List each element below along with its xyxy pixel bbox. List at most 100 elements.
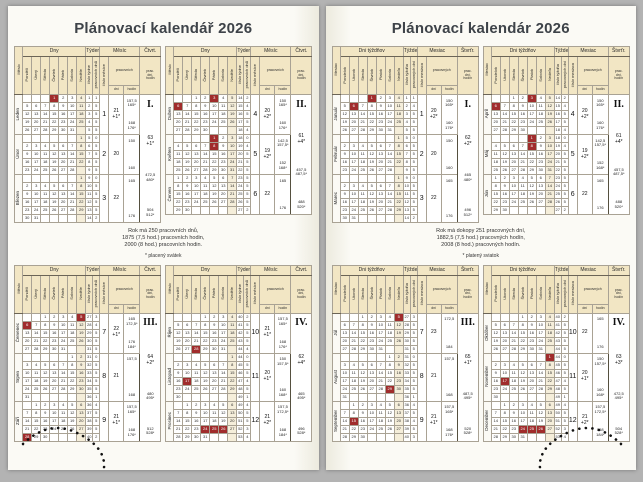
cal-part: 13 14 15 16 17 18 19 29 5 xyxy=(332,328,478,338)
day-cell: 15 xyxy=(393,190,404,199)
day-cell xyxy=(490,94,501,103)
day-cell: 3 xyxy=(499,360,510,370)
week-workdays-cell: 5 xyxy=(409,158,418,167)
cal-part: Říjen xyxy=(166,327,172,338)
month-number-header: číslo mesiaca xyxy=(567,274,578,314)
day-cell xyxy=(384,174,395,183)
cal-part: 23 24 25 26 27 28 9 5 xyxy=(332,166,478,175)
quarter-workdays: 64 +2* xyxy=(146,354,155,367)
day-cell: 22 xyxy=(384,376,395,386)
day-cell: 26 xyxy=(40,384,51,394)
day-cell: 10 xyxy=(499,368,510,378)
day-cell: 24 xyxy=(339,384,350,394)
week-number-cell: 4 xyxy=(85,118,94,127)
day-cell: 25 xyxy=(40,206,51,215)
week-workdays-cell: 5 xyxy=(560,118,569,127)
week-number-cell: 13 xyxy=(85,206,94,215)
day-cell xyxy=(40,134,51,143)
month-workhours: 165 176 xyxy=(591,312,609,354)
day-cell: 11 xyxy=(544,320,555,330)
page-curl-dots-right xyxy=(538,426,623,470)
day-cell: 12 xyxy=(339,110,350,119)
day-cell: 28 xyxy=(227,198,238,207)
week-workdays-cell: 5 xyxy=(92,142,101,151)
cal-part: Měsíc Dny Týden Měsíc Čtvrt. Pondělí Úterý Stře… xyxy=(14,46,162,223)
week-workdays-cell: 4 xyxy=(243,344,252,354)
cal-part: 165 xyxy=(596,177,604,183)
cal-part: Úterý xyxy=(184,70,190,80)
cal-part: 165 176 xyxy=(593,177,607,213)
month-number: 3 xyxy=(99,174,110,223)
day-cell: 16 xyxy=(490,376,501,386)
day-cell: 8 xyxy=(517,320,528,330)
week-number-cell: 52 xyxy=(236,424,245,434)
quarter-workdays: 63 +3* xyxy=(614,354,623,367)
day-cell: 16 xyxy=(357,416,368,426)
cal-part: Sobota xyxy=(537,68,543,82)
day-cell: 2 xyxy=(339,182,350,191)
month-workhours: 165 176 xyxy=(123,174,141,223)
day-cell: 8 xyxy=(49,102,60,111)
day-cell: 21 xyxy=(357,118,368,127)
cal-part: číslo měsíce xyxy=(252,282,258,305)
day-cell: 1 xyxy=(191,94,202,103)
cal-part: Pondelok Utorok Streda Štvrtok Piatok Sobota N… xyxy=(332,274,479,314)
cal-part: číslo týždňa xyxy=(554,282,560,305)
holiday-day-cell: 1 xyxy=(526,134,537,143)
day-cell: 3 xyxy=(517,400,528,410)
week-workdays-cell: 5 xyxy=(92,376,101,386)
day-cell: 11 xyxy=(191,368,202,378)
day-cell: 1 xyxy=(384,352,395,362)
day-cell: 21 xyxy=(517,158,528,167)
day-cell: 17 xyxy=(31,198,42,207)
day-cell: 4 xyxy=(209,400,220,410)
day-cell: 14 xyxy=(517,150,528,159)
day-cell: 30 xyxy=(339,214,350,223)
day-cell: 19 xyxy=(366,198,377,207)
day-cell: 24 xyxy=(535,336,546,346)
day-cell: 18 xyxy=(384,328,395,338)
day-cell: 1 xyxy=(517,312,528,322)
day-cell: 5 xyxy=(200,360,211,370)
cal-part: Pondelok xyxy=(492,66,498,84)
day-cell: 11 xyxy=(348,368,359,378)
week-workdays-cell: 3 xyxy=(92,312,101,322)
day-cell: 28 xyxy=(182,126,193,135)
week-number-cell: 5 xyxy=(85,134,94,143)
day-cell: 27 xyxy=(49,384,60,394)
day-cell: 11 xyxy=(31,368,42,378)
day-cell: 20 xyxy=(22,336,33,346)
day-cell: 8 xyxy=(366,102,377,111)
day-cell xyxy=(22,352,33,362)
quarter-hours-75: 457,5 487,5* xyxy=(612,166,625,177)
cal-part: 152 168* xyxy=(596,160,605,170)
day-cell: 20 xyxy=(209,376,220,386)
day-cell xyxy=(182,94,193,103)
day-name-header: Nedeľa xyxy=(393,56,404,95)
day-cell: 7 xyxy=(348,320,359,330)
day-cell xyxy=(393,126,404,135)
day-cell: 21 xyxy=(31,336,42,346)
day-cell: 20 xyxy=(526,376,537,386)
quarter-sub-header: prac. dní, hodin xyxy=(139,274,162,314)
week-number-cell: 19 xyxy=(236,142,245,151)
day-cell: 2 xyxy=(40,400,51,410)
day-cell xyxy=(58,214,69,223)
day-cell: 2 xyxy=(191,400,202,410)
cal-part: Prosinec 1 2 3 4 5 6 49 4 12 21 +2* 157,5 172,5* 168 18… xyxy=(165,400,312,442)
day-cell: 23 xyxy=(357,424,368,434)
cal-part: dní hodín xyxy=(483,85,629,95)
day-name-header: Utorok xyxy=(348,56,359,95)
day-cell: 3 xyxy=(67,94,78,103)
cal-part: 160 176* xyxy=(596,120,605,130)
cal-part: Neděle xyxy=(229,287,235,300)
month-name: Júl xyxy=(331,312,341,354)
day-cell: 17 xyxy=(22,376,33,386)
day-cell: 14 xyxy=(191,328,202,338)
week-number-cell: 35 xyxy=(85,384,94,394)
day-cell: 30 xyxy=(499,206,510,215)
week-number-cell: 2 xyxy=(402,102,411,111)
cal-part: Piatok xyxy=(377,69,383,81)
